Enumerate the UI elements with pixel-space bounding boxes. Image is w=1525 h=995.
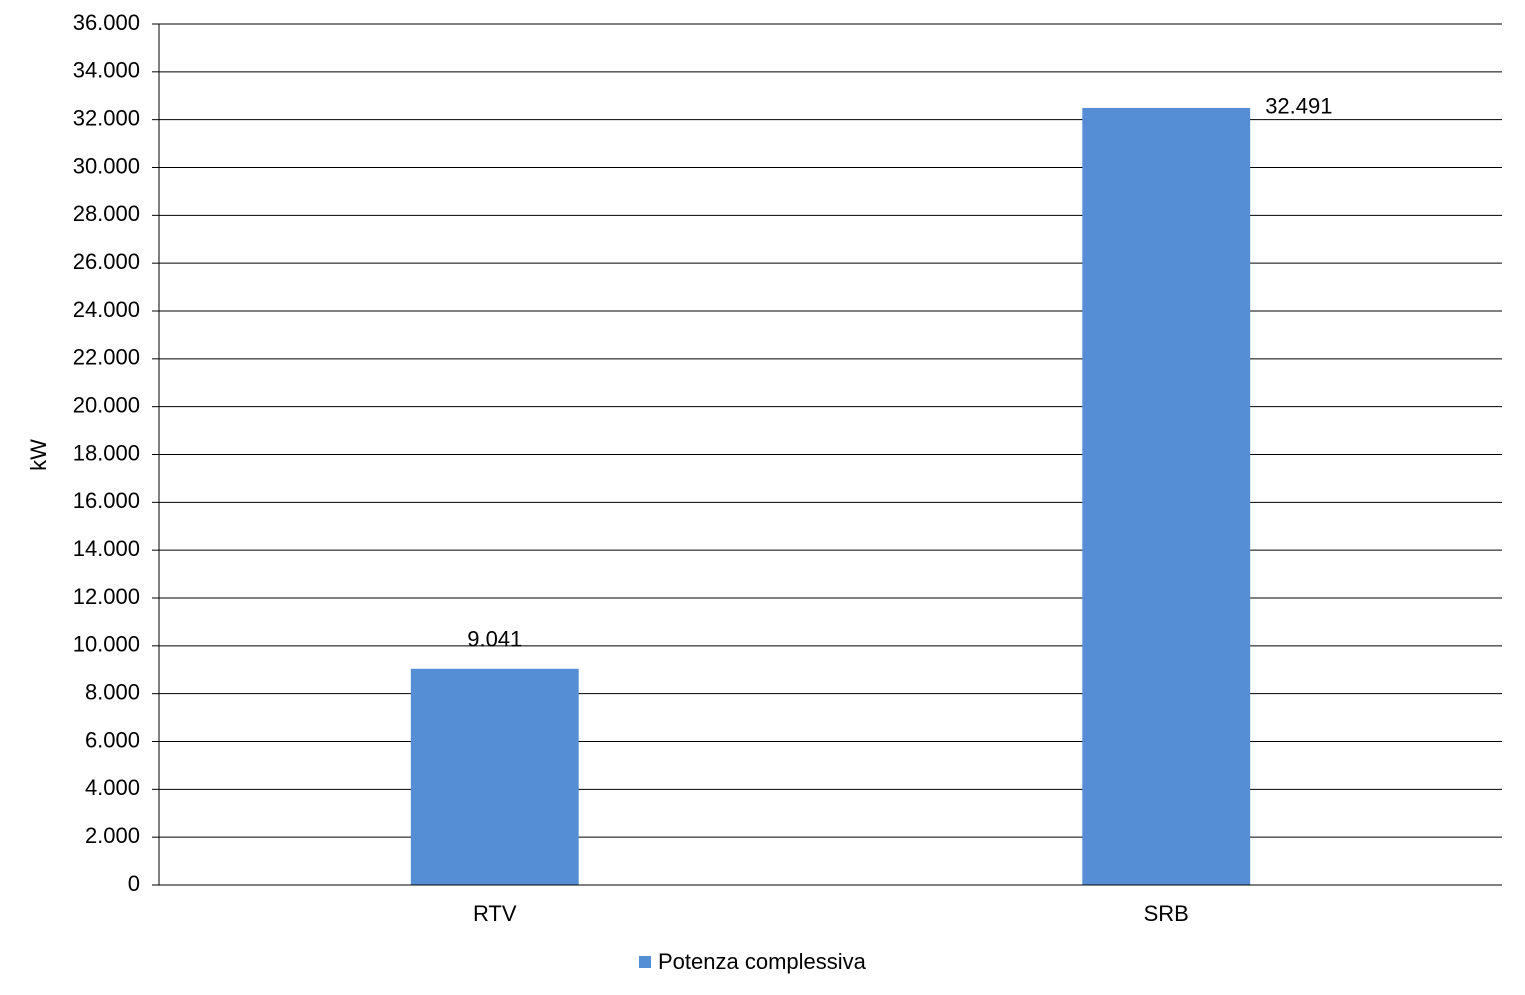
y-tick-label: 2.000 — [85, 823, 140, 848]
y-tick-label: 32.000 — [73, 105, 140, 130]
x-tick-label: SRB — [1144, 901, 1189, 926]
x-tick-label: RTV — [473, 901, 517, 926]
y-tick-label: 22.000 — [73, 345, 140, 370]
y-axis-label: kW — [26, 439, 51, 471]
y-tick-label: 16.000 — [73, 488, 140, 513]
y-tick-label: 10.000 — [73, 632, 140, 657]
y-tick-label: 14.000 — [73, 536, 140, 561]
y-tick-label: 12.000 — [73, 584, 140, 609]
y-tick-label: 30.000 — [73, 153, 140, 178]
y-tick-label: 24.000 — [73, 297, 140, 322]
y-tick-label: 20.000 — [73, 392, 140, 417]
bar — [1082, 107, 1251, 885]
bar — [410, 668, 579, 885]
y-tick-label: 4.000 — [85, 775, 140, 800]
y-tick-label: 28.000 — [73, 201, 140, 226]
legend-label: Potenza complessiva — [658, 949, 867, 974]
data-label: 32.491 — [1265, 94, 1332, 119]
y-tick-label: 6.000 — [85, 727, 140, 752]
y-tick-label: 18.000 — [73, 440, 140, 465]
y-tick-label: 8.000 — [85, 679, 140, 704]
y-tick-label: 26.000 — [73, 249, 140, 274]
data-label: 9.041 — [467, 627, 522, 652]
y-tick-label: 36.000 — [73, 10, 140, 35]
y-tick-label: 0 — [128, 871, 140, 896]
y-tick-label: 34.000 — [73, 58, 140, 83]
legend-swatch — [639, 956, 651, 968]
